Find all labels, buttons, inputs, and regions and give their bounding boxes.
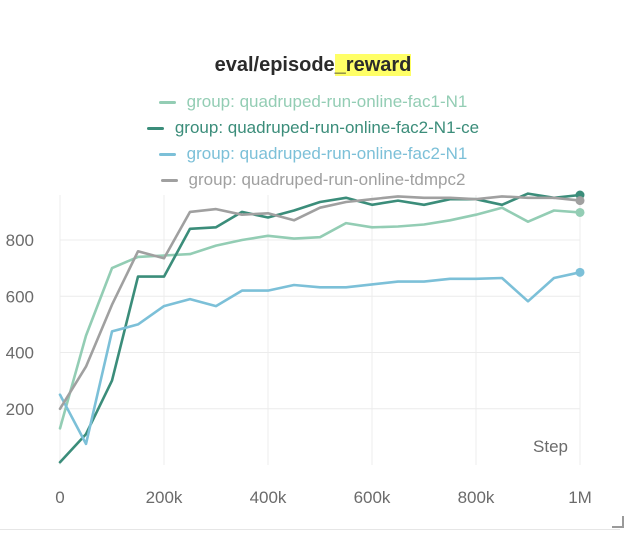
chart-title-highlight: _reward <box>334 54 412 76</box>
x-axis-label: Step <box>533 437 568 456</box>
legend-swatch <box>158 152 176 156</box>
series-end-marker <box>575 267 585 277</box>
chart-title: eval/episode_reward <box>0 54 626 77</box>
legend-item[interactable]: group: quadruped-run-online-fac2-N1 <box>0 141 626 167</box>
x-tick-label: 800k <box>458 488 495 507</box>
resize-handle-icon[interactable] <box>612 516 624 528</box>
legend-label: group: quadruped-run-online-fac1-N1 <box>186 92 468 111</box>
y-tick-label: 200 <box>6 400 34 419</box>
series-line <box>58 192 582 464</box>
legend-swatch <box>146 126 164 130</box>
x-tick-label: 600k <box>354 488 391 507</box>
series-line <box>58 195 582 411</box>
legend-label: group: quadruped-run-online-fac2-N1 <box>186 144 468 163</box>
series-end-marker <box>575 207 585 217</box>
legend-label: group: quadruped-run-online-fac2-N1-ce <box>174 118 480 137</box>
legend-item[interactable]: group: quadruped-run-online-fac1-N1 <box>0 89 626 115</box>
series-end-marker <box>575 196 585 206</box>
legend-item[interactable]: group: quadruped-run-online-fac2-N1-ce <box>0 115 626 141</box>
y-tick-label: 800 <box>6 231 34 250</box>
chart-legend: group: quadruped-run-online-fac1-N1 group… <box>0 89 626 193</box>
series-line <box>58 206 582 430</box>
y-tick-label: 400 <box>6 344 34 363</box>
series-line <box>58 270 582 446</box>
legend-label: group: quadruped-run-online-tdmpc2 <box>188 170 466 189</box>
y-tick-label: 600 <box>6 287 34 306</box>
x-tick-label: 200k <box>146 488 183 507</box>
x-tick-label: 0 <box>55 488 64 507</box>
panel-divider <box>0 529 620 530</box>
legend-swatch <box>160 178 178 182</box>
legend-item[interactable]: group: quadruped-run-online-tdmpc2 <box>0 167 626 193</box>
chart-title-prefix: eval/episode <box>214 54 335 76</box>
x-tick-label: 1M <box>568 488 592 507</box>
x-tick-label: 400k <box>250 488 287 507</box>
legend-swatch <box>158 100 176 104</box>
